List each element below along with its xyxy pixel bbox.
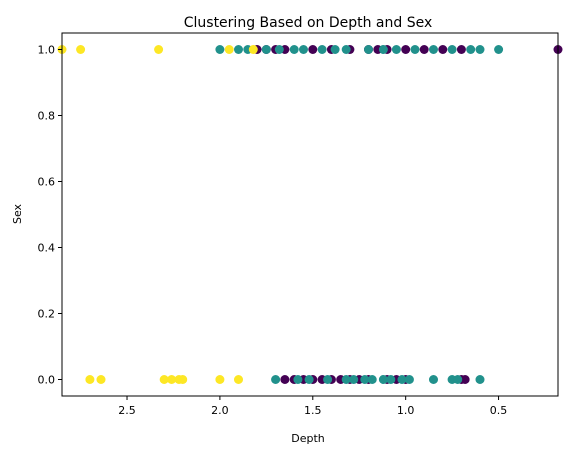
scatter-point xyxy=(293,375,302,384)
points-layer xyxy=(58,45,563,384)
y-tick-label: 0.0 xyxy=(38,374,56,387)
y-axis-label: Sex xyxy=(11,203,24,224)
scatter-point xyxy=(420,45,429,54)
x-ticks: 2.5 2.0 1.5 1.0 0.5 xyxy=(118,396,507,417)
scatter-point xyxy=(262,45,271,54)
scatter-point xyxy=(411,45,420,54)
y-tick-label: 1.0 xyxy=(38,44,56,57)
scatter-point xyxy=(494,45,503,54)
scatter-point xyxy=(271,375,280,384)
chart-title: Clustering Based on Depth and Sex xyxy=(184,15,433,31)
scatter-point xyxy=(234,375,243,384)
scatter-point xyxy=(457,45,466,54)
plot-frame xyxy=(62,33,558,396)
scatter-point xyxy=(476,375,485,384)
x-axis-label: Depth xyxy=(291,432,325,445)
scatter-point xyxy=(280,375,289,384)
scatter-point xyxy=(429,45,438,54)
x-tick-label: 2.5 xyxy=(118,404,136,417)
scatter-point xyxy=(97,375,106,384)
scatter-point xyxy=(453,375,462,384)
scatter-point xyxy=(466,45,475,54)
scatter-point xyxy=(368,375,377,384)
scatter-point xyxy=(349,375,358,384)
y-tick-label: 0.8 xyxy=(38,110,56,123)
scatter-point xyxy=(215,375,224,384)
scatter-point xyxy=(154,45,163,54)
scatter-point xyxy=(215,45,224,54)
scatter-point xyxy=(386,375,395,384)
scatter-point xyxy=(305,375,314,384)
y-tick-label: 0.2 xyxy=(38,308,56,321)
x-tick-label: 1.5 xyxy=(304,404,322,417)
scatter-point xyxy=(234,45,243,54)
scatter-point xyxy=(299,45,308,54)
scatter-point xyxy=(342,45,351,54)
scatter-point xyxy=(405,375,414,384)
x-tick-label: 0.5 xyxy=(490,404,508,417)
scatter-point xyxy=(178,375,187,384)
scatter-point xyxy=(401,45,410,54)
scatter-point xyxy=(290,45,299,54)
scatter-point xyxy=(323,375,332,384)
scatter-point xyxy=(476,45,485,54)
y-tick-label: 0.4 xyxy=(38,242,56,255)
y-ticks: 0.0 0.2 0.4 0.6 0.8 1.0 xyxy=(38,44,63,387)
scatter-point xyxy=(225,45,234,54)
scatter-point xyxy=(448,45,457,54)
y-tick-label: 0.6 xyxy=(38,176,56,189)
scatter-point xyxy=(308,45,317,54)
scatter-point xyxy=(275,45,284,54)
scatter-point xyxy=(364,45,373,54)
scatter-point xyxy=(249,45,258,54)
scatter-point xyxy=(85,375,94,384)
x-tick-label: 2.0 xyxy=(211,404,229,417)
scatter-point xyxy=(318,45,327,54)
scatter-point xyxy=(76,45,85,54)
scatter-point xyxy=(331,45,340,54)
scatter-point xyxy=(392,45,401,54)
scatter-point xyxy=(379,45,388,54)
x-tick-label: 1.0 xyxy=(397,404,415,417)
scatter-point xyxy=(429,375,438,384)
scatter-point xyxy=(438,45,447,54)
